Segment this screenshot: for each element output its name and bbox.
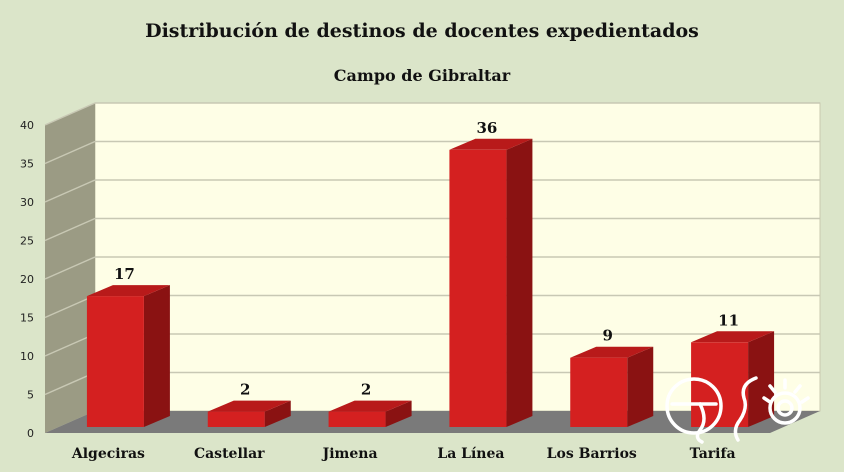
chart-subtitle: Campo de Gibraltar — [333, 66, 511, 85]
bar-algeciras — [86, 285, 170, 427]
bar-top — [86, 285, 170, 297]
bar-front — [207, 411, 265, 427]
bar-side — [264, 400, 291, 427]
data-label: 2 — [240, 381, 250, 399]
gridline-side — [44, 140, 96, 165]
bar-castellar — [207, 400, 291, 427]
gridline-side — [44, 256, 96, 280]
chart-title: Distribución de destinos de docentes exp… — [145, 20, 699, 42]
bar-side — [385, 400, 412, 427]
bar-side — [627, 346, 654, 427]
x-tick-label: Los Barrios — [547, 446, 637, 462]
bar-top — [570, 346, 654, 358]
gridline-side — [44, 333, 96, 357]
bar-side — [143, 285, 170, 427]
watermark-logo-icon — [665, 376, 810, 444]
y-tick-label: 0 — [27, 427, 34, 440]
data-label: 2 — [361, 381, 371, 399]
y-tick-label: 25 — [20, 235, 34, 248]
x-tick-label: Tarifa — [690, 446, 736, 462]
y-tick-label: 5 — [27, 389, 34, 402]
gridline-side — [44, 102, 96, 126]
bar-side — [506, 138, 533, 428]
bar-top — [691, 331, 775, 343]
data-label: 36 — [476, 119, 497, 137]
bar-front — [86, 296, 144, 427]
x-axis-labels: Algeciras Castellar Jimena La Línea Los Barr… — [71, 446, 736, 462]
bar-side — [748, 331, 775, 427]
bar-top — [207, 400, 291, 412]
bars — [86, 138, 775, 428]
bar-los-barrios — [570, 346, 654, 427]
y-axis-ticks: 0 5 10 15 20 25 30 35 40 — [20, 119, 34, 440]
bar-top — [328, 400, 412, 412]
x-tick-label: Jimena — [321, 446, 378, 462]
bar-la-línea — [449, 138, 533, 428]
data-label: 17 — [114, 265, 135, 283]
x-tick-label: Algeciras — [71, 446, 145, 462]
bar-jimena — [328, 400, 412, 427]
bar-front — [449, 149, 507, 428]
y-tick-label: 15 — [20, 312, 34, 325]
y-tick-label: 40 — [20, 119, 34, 132]
gridline-side — [44, 294, 96, 319]
data-label: 11 — [718, 311, 739, 329]
x-tick-label: La Línea — [437, 446, 504, 462]
y-tick-label: 20 — [20, 273, 34, 286]
x-tick-label: Castellar — [194, 446, 265, 462]
bar-top — [449, 138, 533, 150]
data-label: 9 — [603, 327, 613, 345]
y-tick-label: 35 — [20, 158, 34, 171]
gridline-side — [44, 371, 96, 396]
gridline-side — [44, 179, 96, 203]
y-tick-label: 10 — [20, 350, 34, 363]
bar-front — [570, 357, 628, 427]
gridline-side — [44, 217, 96, 242]
bar-front — [328, 411, 386, 427]
y-tick-label: 30 — [20, 196, 34, 209]
data-labels: 17 2 2 36 9 11 — [114, 119, 739, 399]
